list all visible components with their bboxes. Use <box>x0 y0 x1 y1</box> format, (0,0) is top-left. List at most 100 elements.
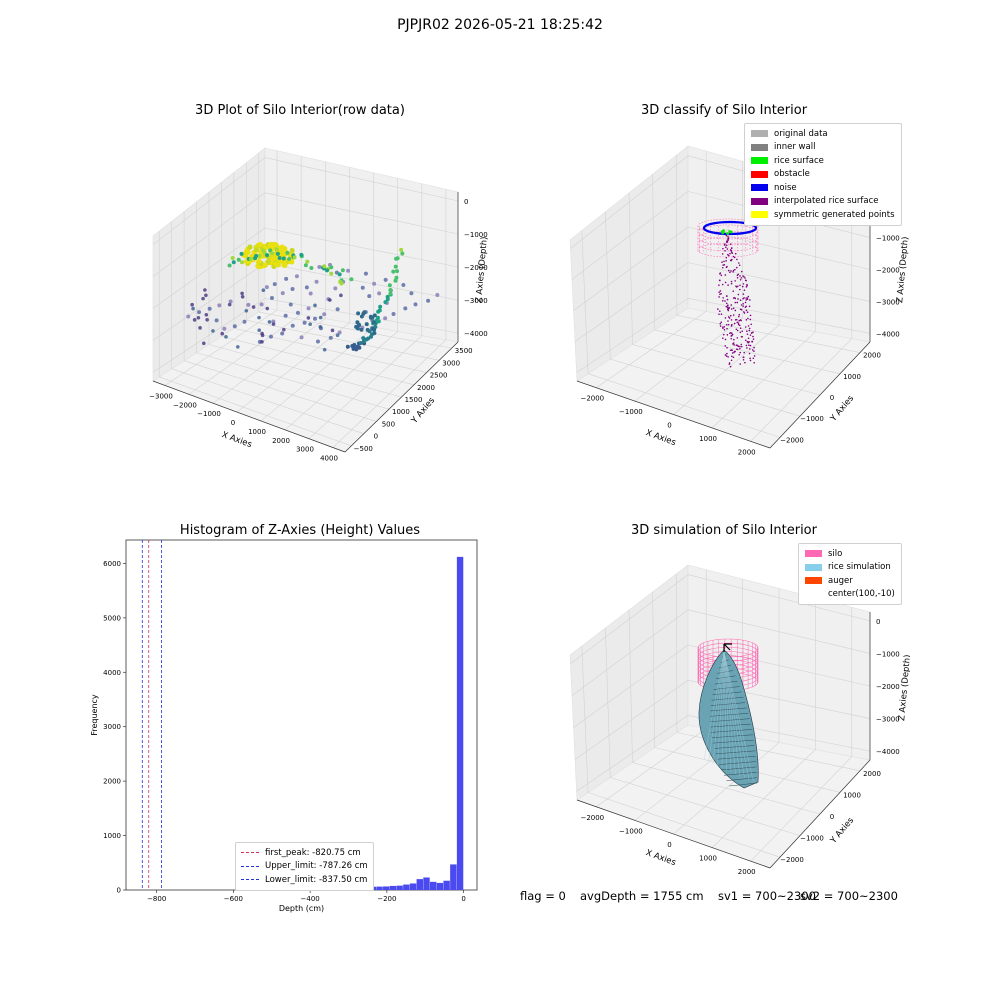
interp-point <box>724 345 727 347</box>
interp-point <box>749 359 752 362</box>
interp-point <box>748 352 751 355</box>
gridline <box>687 262 871 302</box>
scatter-point <box>249 256 254 261</box>
rice-mesh-line <box>708 651 725 763</box>
histogram-bar <box>383 886 390 890</box>
scatter-point <box>280 291 285 296</box>
interp-point <box>746 298 749 301</box>
scatter-point <box>217 303 222 308</box>
scatter-point <box>359 314 364 319</box>
scatter-point <box>274 247 279 252</box>
scatter-point <box>271 319 276 324</box>
interp-point <box>737 273 740 276</box>
histogram-bar <box>396 885 403 890</box>
interp-point <box>729 349 732 352</box>
gridline <box>571 191 689 280</box>
scatter-point <box>290 323 295 328</box>
interp-point <box>740 319 742 322</box>
scatter-point <box>240 291 244 296</box>
scatter-point <box>186 314 191 319</box>
interp-point <box>721 261 723 263</box>
gridline <box>576 298 689 373</box>
interp-point <box>744 326 747 328</box>
interp-point <box>719 322 722 325</box>
rice-mesh-line <box>717 755 756 760</box>
z-tick-label: −3000 <box>876 716 900 724</box>
scatter-point <box>308 322 312 327</box>
interp-point <box>719 272 722 274</box>
legend-label-interpolated: interpolated rice surface <box>774 196 879 207</box>
interp-point <box>738 315 740 318</box>
scatter-point <box>251 305 256 309</box>
interp-point <box>736 337 739 339</box>
z-tick-label: 0 <box>876 618 880 626</box>
y-tick-label: 6000 <box>103 560 121 568</box>
scatter-point <box>351 346 356 351</box>
interp-point <box>734 309 737 312</box>
y-tick-label: −500 <box>354 445 373 453</box>
scatter-point <box>322 312 327 317</box>
scatter-point <box>359 327 364 332</box>
noise-ring <box>702 220 758 236</box>
interp-point <box>749 318 752 321</box>
interp-point <box>722 297 724 299</box>
interp-point <box>745 309 748 312</box>
scatter-point <box>272 282 277 287</box>
interp-point <box>727 236 729 238</box>
gridline <box>264 227 459 268</box>
interp-point <box>726 334 729 336</box>
interp-point <box>727 253 729 256</box>
scatter-point <box>201 296 205 301</box>
scatter-point <box>287 256 292 261</box>
interp-point <box>744 361 746 364</box>
interp-point <box>721 253 724 255</box>
interp-point <box>735 318 738 321</box>
scatter-point <box>365 327 370 332</box>
interp-point <box>742 356 745 359</box>
gridline <box>570 574 689 664</box>
interp-point <box>738 324 741 327</box>
x-tick-label: −1000 <box>619 408 643 416</box>
y-tick-label: 1000 <box>103 832 121 840</box>
interp-point <box>725 302 728 305</box>
interp-point <box>731 323 733 326</box>
scatter-point <box>313 303 317 308</box>
scatter-point <box>413 302 418 307</box>
scatter-point <box>288 302 293 307</box>
legend-label-symmetric: symmetric generated points <box>774 209 895 220</box>
interp-point <box>745 344 748 347</box>
interp-point <box>743 289 746 291</box>
panel3-title: Histogram of Z-Axies (Height) Values <box>179 523 421 538</box>
interp-point <box>730 270 732 272</box>
z-tick-label: −2000 <box>876 267 900 275</box>
scatter-point <box>283 313 288 318</box>
histogram-bar <box>416 879 423 890</box>
interp-point <box>730 282 733 285</box>
scatter-point <box>264 285 269 290</box>
gridline <box>264 192 459 235</box>
interp-point <box>740 270 743 273</box>
scatter-point <box>377 308 382 313</box>
status-footer: flag = 0 avgDepth = 1755 cm sv1 = 700~23… <box>0 889 1000 907</box>
gridline <box>208 344 402 398</box>
interp-point <box>720 321 723 323</box>
interp-point <box>723 263 726 266</box>
interp-point <box>730 319 733 321</box>
interp-point <box>746 333 749 335</box>
interp-point <box>726 248 729 250</box>
interp-point <box>749 357 751 360</box>
scatter-point <box>372 327 377 332</box>
interp-point <box>744 277 746 279</box>
panel4-3d-simulation: −2000 −1000 0 1000 2000 −2000 −1000 0 1000 2000 0 −… <box>569 564 910 876</box>
interp-point <box>739 299 742 301</box>
y-axis-line <box>344 341 459 453</box>
gridline <box>152 262 266 341</box>
interp-point <box>745 299 747 301</box>
interp-point <box>726 327 728 330</box>
interp-point <box>737 298 739 300</box>
interp-point <box>734 297 737 300</box>
figure-title: PJPJR02 2026-05-21 18:25:42 <box>397 17 603 33</box>
scatter-point <box>383 300 388 305</box>
interp-point <box>719 290 722 292</box>
interp-point <box>728 317 731 319</box>
